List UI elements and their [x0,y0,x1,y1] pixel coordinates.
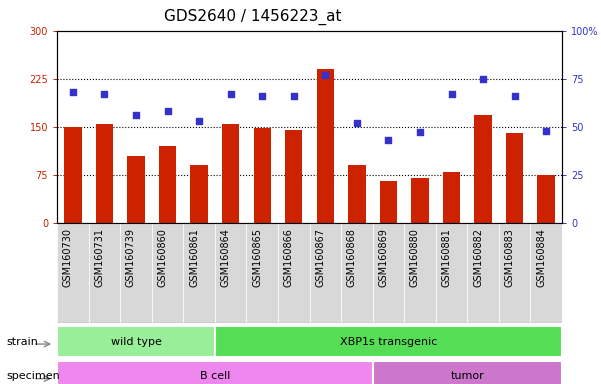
Bar [411,178,429,223]
Bar [183,223,215,323]
Text: GSM160868: GSM160868 [347,228,357,286]
Bar [468,223,499,323]
Bar [222,124,239,223]
Point [289,93,299,99]
Bar [151,223,183,323]
Bar [120,223,151,323]
Bar [254,128,271,223]
Point [478,76,488,82]
Bar [89,223,120,323]
Text: wild type: wild type [111,337,162,347]
Bar [537,175,555,223]
Text: GSM160884: GSM160884 [536,228,546,286]
Bar [531,223,562,323]
Text: GSM160880: GSM160880 [410,228,420,286]
Text: specimen: specimen [6,371,59,381]
Point [68,89,78,95]
Point [257,93,267,99]
Text: GDS2640 / 1456223_at: GDS2640 / 1456223_at [163,9,341,25]
Bar [310,223,341,323]
Bar [380,181,397,223]
Text: GSM160731: GSM160731 [94,228,105,287]
Text: tumor: tumor [450,371,484,381]
Point [131,112,141,118]
Text: GSM160882: GSM160882 [473,228,483,287]
Bar [348,165,365,223]
Bar [404,223,436,323]
Bar [341,223,373,323]
Point [542,127,551,134]
Text: GSM160869: GSM160869 [379,228,388,286]
Bar [443,172,460,223]
Point [415,129,425,136]
Bar [373,223,404,323]
Bar [96,124,113,223]
Bar [285,130,302,223]
Bar [191,165,208,223]
Text: GSM160883: GSM160883 [505,228,514,286]
Bar [278,223,310,323]
Bar [246,223,278,323]
Point [194,118,204,124]
Text: GSM160866: GSM160866 [284,228,294,286]
Bar [159,146,176,223]
Text: XBP1s transgenic: XBP1s transgenic [340,337,437,347]
Text: GSM160739: GSM160739 [126,228,136,287]
Bar [317,69,334,223]
Text: GSM160730: GSM160730 [63,228,73,287]
Bar [57,361,373,384]
Point [226,91,236,97]
Text: GSM160881: GSM160881 [442,228,451,286]
Point [447,91,456,97]
Point [100,91,109,97]
Text: GSM160860: GSM160860 [157,228,168,286]
Text: GSM160861: GSM160861 [189,228,199,286]
Point [510,93,519,99]
Bar [57,223,89,323]
Text: GSM160867: GSM160867 [316,228,325,287]
Point [352,120,362,126]
Point [320,72,330,78]
Text: GSM160864: GSM160864 [221,228,231,286]
Bar [499,223,531,323]
Text: strain: strain [6,337,38,347]
Bar [127,156,145,223]
Text: GSM160865: GSM160865 [252,228,262,287]
Bar [57,326,215,357]
Bar [215,223,246,323]
Bar [215,326,562,357]
Bar [506,133,523,223]
Point [163,108,172,114]
Bar [64,127,82,223]
Bar [436,223,468,323]
Text: B cell: B cell [200,371,230,381]
Point [383,137,393,143]
Bar [373,361,562,384]
Bar [474,115,492,223]
